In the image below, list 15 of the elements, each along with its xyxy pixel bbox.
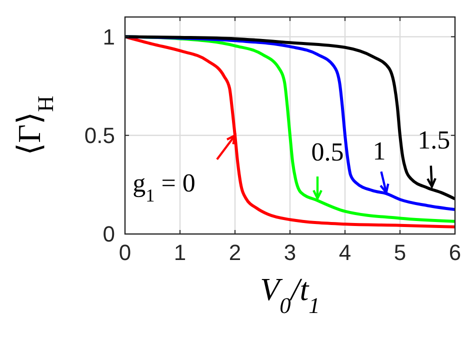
x-axis-title: V$_{0}$/t$_{1}$ xyxy=(260,271,320,318)
x-tick-label: 6 xyxy=(448,240,462,265)
annotation: g$_{1}$ = 0 xyxy=(132,168,196,206)
x-tick-label: 2 xyxy=(228,240,242,265)
x-tick-label: 4 xyxy=(338,240,352,265)
annotation: 0.5 xyxy=(311,137,344,166)
y-tick-label: 1 xyxy=(102,24,115,50)
annotation: 1.5 xyxy=(418,126,450,155)
y-tick-label: 0.5 xyxy=(84,123,115,148)
x-tick-label: 3 xyxy=(284,240,296,265)
annotation: 1 xyxy=(372,136,386,166)
x-tick-label: 0 xyxy=(118,240,132,265)
x-tick-label: 1 xyxy=(174,240,186,265)
y-tick-label: 0 xyxy=(102,222,115,247)
x-tick-label: 5 xyxy=(394,240,406,265)
